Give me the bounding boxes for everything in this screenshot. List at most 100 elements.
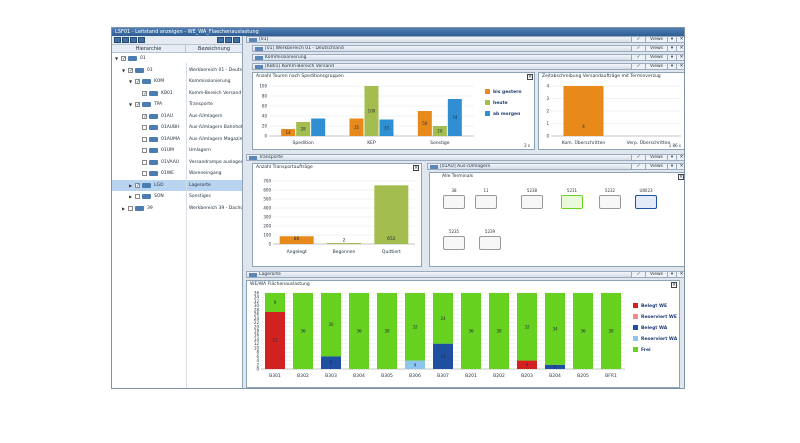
tree-row[interactable]: ▶ LGO Lagerorte xyxy=(112,179,242,192)
header-kb01[interactable]: [KB01] Komm-Bereich Versand ✓ Views ▾ ✕ xyxy=(252,63,684,70)
header-tpa[interactable]: Transporte ✓ Views ▾ ✕ xyxy=(246,154,684,161)
views-button[interactable]: Views xyxy=(645,46,667,51)
flaeche-tick-label: 2 xyxy=(256,362,259,367)
col-description[interactable]: Bezeichnung xyxy=(197,46,231,52)
tree-checkbox[interactable] xyxy=(121,54,126,66)
confirm-icon[interactable]: ✓ xyxy=(631,37,645,42)
close-icon[interactable]: ✕ xyxy=(676,164,684,169)
dropdown-icon[interactable]: ▾ xyxy=(667,37,676,42)
tree-checkbox[interactable] xyxy=(142,148,147,153)
close-icon[interactable]: ✕ xyxy=(676,64,684,69)
tree-checkbox[interactable] xyxy=(142,89,147,100)
close-icon[interactable]: ✕ xyxy=(676,46,684,51)
terminal-item[interactable]: 5238 xyxy=(516,188,548,209)
tree-checkbox[interactable] xyxy=(142,171,147,176)
node-icon xyxy=(149,90,158,96)
close-icon[interactable]: × xyxy=(671,282,677,288)
refresh-icon[interactable] xyxy=(114,37,121,43)
terminal-item[interactable]: 5239 xyxy=(474,229,506,250)
tree-row[interactable]: KB01 Komm-Bereich Versand xyxy=(112,88,242,100)
header-au[interactable]: [01AU] Aus-/Umlagern ✓ Views ▾ ✕ xyxy=(427,163,684,170)
dropdown-icon[interactable]: ▾ xyxy=(667,64,676,69)
expand-arrow-icon[interactable]: ▶ xyxy=(122,205,126,211)
confirm-icon[interactable]: ✓ xyxy=(631,46,645,51)
confirm-icon[interactable]: ✓ xyxy=(631,164,645,169)
play-icon[interactable] xyxy=(138,37,145,43)
tree-checkbox[interactable] xyxy=(135,194,140,199)
header-root[interactable]: [01] ✓ Views ▾ ✕ xyxy=(246,36,684,43)
tree-checkbox[interactable] xyxy=(135,181,140,192)
views-button[interactable]: Views xyxy=(645,64,667,69)
tree-row[interactable]: ▼ 01 Werkbereich 01 - Deutsch xyxy=(112,65,242,78)
flaeche-data-label: 4 xyxy=(526,362,529,367)
tree-checkbox[interactable] xyxy=(128,205,133,211)
close-icon[interactable]: × xyxy=(413,165,419,171)
header-werk[interactable]: [01] Werkbereich 01 - Deutschland ✓ Views ▾… xyxy=(252,45,684,52)
header-lgo[interactable]: Lagerorte ✓ Views ▾ ✕ xyxy=(246,271,684,278)
tree-row[interactable]: 01UM Umlagern xyxy=(112,145,242,157)
touren-tick-label: 80 xyxy=(262,94,268,99)
expand-arrow-icon[interactable]: ▶ xyxy=(129,194,133,199)
confirm-icon[interactable]: ✓ xyxy=(631,55,645,60)
collapse-arrow-icon[interactable]: ▼ xyxy=(115,56,119,61)
collapse-arrow-icon[interactable]: ▼ xyxy=(129,102,133,107)
dropdown-icon[interactable]: ▾ xyxy=(667,272,676,277)
close-icon[interactable]: × xyxy=(678,174,684,180)
terminal-item[interactable]: 11 xyxy=(470,188,502,209)
tree-row[interactable]: ▼ 01 xyxy=(112,53,242,66)
terminal-item[interactable]: 5232 xyxy=(594,188,626,209)
touren-category-label: Spedition xyxy=(293,140,314,146)
collapse-arrow-icon[interactable]: ▼ xyxy=(129,79,133,84)
legend-swatch xyxy=(633,325,638,330)
views-button[interactable]: Views xyxy=(645,37,667,42)
terminal-item[interactable]: 38 xyxy=(438,188,470,209)
tree-checkbox[interactable] xyxy=(142,125,147,130)
tree-row[interactable]: 01AUMA Aus-/Umlagern Magazin xyxy=(112,134,242,146)
tree-row[interactable]: 01WE Wareneingang xyxy=(112,168,242,180)
dropdown-icon[interactable]: ▾ xyxy=(667,46,676,51)
tree-checkbox[interactable] xyxy=(128,66,133,77)
collapse-arrow-icon[interactable]: ▼ xyxy=(122,67,126,73)
reload-icon[interactable] xyxy=(122,37,129,43)
confirm-icon[interactable]: ✓ xyxy=(631,64,645,69)
expand-icon[interactable] xyxy=(217,37,224,43)
flaeche-tick-label: 30 xyxy=(254,303,260,308)
tree-row[interactable]: ▶ SON Sonstiges xyxy=(112,191,242,203)
close-icon[interactable]: ✕ xyxy=(676,37,684,42)
save-icon[interactable] xyxy=(130,37,137,43)
tree-checkbox[interactable] xyxy=(135,77,140,89)
tree-row[interactable]: 01AUBH Aus-/Umlagern Bahnhof xyxy=(112,122,242,134)
dropdown-icon[interactable]: ▾ xyxy=(667,55,676,60)
tree-row[interactable]: ▼ TPA Transporte xyxy=(112,99,242,112)
confirm-icon[interactable]: ✓ xyxy=(631,272,645,277)
views-button[interactable]: Views xyxy=(645,164,667,169)
collapse-icon[interactable] xyxy=(225,37,232,43)
terminal-item[interactable]: 5235 xyxy=(438,229,470,250)
views-button[interactable]: Views xyxy=(645,55,667,60)
terminal-item[interactable]: U8023 xyxy=(630,188,662,209)
tree-row[interactable]: ▼ KOM Kommissionierung xyxy=(112,76,242,89)
flaeche-data-label: 6 xyxy=(330,360,333,365)
tree-row[interactable]: ▶ 39 Werkbereich 39 - Dachor xyxy=(112,203,242,215)
expand-arrow-icon[interactable]: ▶ xyxy=(129,182,133,188)
close-icon[interactable]: ✕ xyxy=(676,55,684,60)
tree-row[interactable]: 01AU Aus-/Umlagern xyxy=(112,111,242,123)
flaeche-chart: 024681012141618202224262830323436279B301… xyxy=(254,291,625,379)
views-button[interactable]: Views xyxy=(645,155,667,160)
close-icon[interactable]: ✕ xyxy=(676,155,684,160)
confirm-icon[interactable]: ✓ xyxy=(631,155,645,160)
header-kom[interactable]: Kommissionierung ✓ Views ▾ ✕ xyxy=(252,54,684,61)
dropdown-icon[interactable]: ▾ xyxy=(667,155,676,160)
print-icon[interactable] xyxy=(233,37,240,43)
views-button[interactable]: Views xyxy=(645,272,667,277)
tree-checkbox[interactable] xyxy=(142,159,147,165)
close-icon[interactable]: × xyxy=(527,74,533,80)
tree-checkbox[interactable] xyxy=(135,100,140,112)
tree-checkbox[interactable] xyxy=(142,136,147,142)
col-hierarchy[interactable]: Hierarchie xyxy=(112,45,186,52)
dropdown-icon[interactable]: ▾ xyxy=(667,164,676,169)
terminal-item[interactable]: 5231 xyxy=(556,188,588,209)
tree-row[interactable]: 01VAAU Versandrampe auslager xyxy=(112,157,242,169)
tree-checkbox[interactable] xyxy=(142,112,147,123)
close-icon[interactable]: ✕ xyxy=(676,272,684,277)
